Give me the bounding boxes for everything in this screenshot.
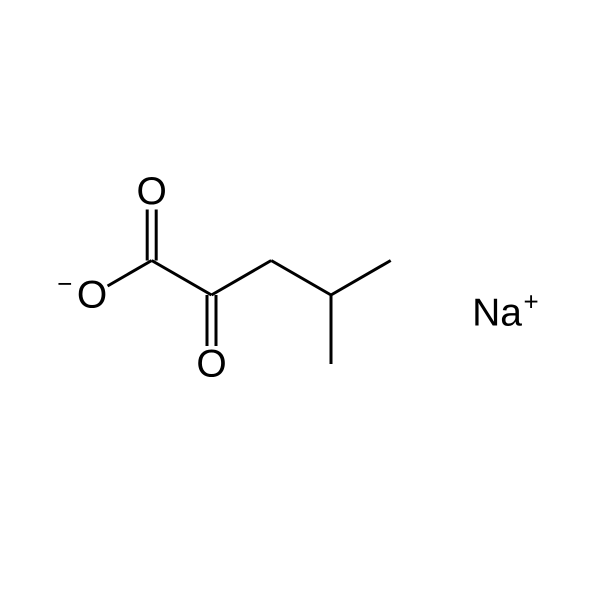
- atom-O1-charge: −: [57, 268, 72, 298]
- bonds-group: [108, 210, 391, 365]
- bond-line: [331, 261, 391, 296]
- bond-line: [212, 261, 272, 296]
- atom-O1: O: [77, 274, 107, 317]
- atom-O3: O: [196, 343, 226, 386]
- atoms-group: O−OO: [57, 170, 227, 386]
- atom-O2: O: [137, 170, 167, 213]
- bond-line: [271, 261, 331, 296]
- counterion-group: Na+: [472, 286, 539, 334]
- counterion-charge: +: [523, 286, 538, 316]
- molecule-canvas: O−OO Na+: [0, 0, 600, 600]
- bond-line: [152, 261, 212, 296]
- counterion-label: Na: [472, 292, 522, 335]
- bond-line: [108, 261, 152, 286]
